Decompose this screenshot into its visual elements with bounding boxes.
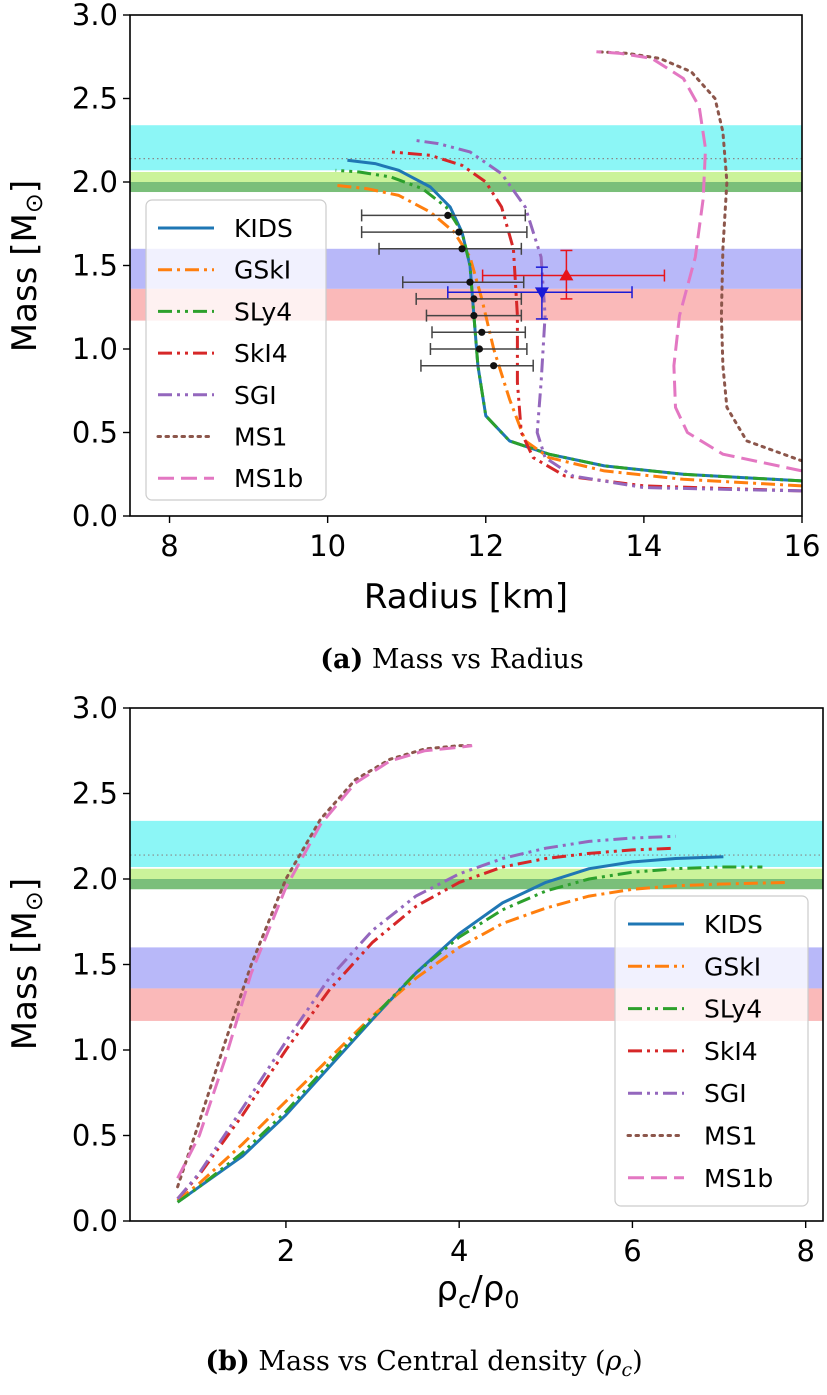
x-tick-label: 12 <box>467 529 504 563</box>
legend-label-kids: KIDS <box>234 214 293 243</box>
legend-label-gski: GSkI <box>704 952 761 981</box>
y-tick-label: 2.5 <box>72 82 118 116</box>
band-2 <box>130 182 802 193</box>
panel-b-legend: KIDS GSkI SLy4 SkI4 SGI MS1 MS1b <box>614 895 809 1207</box>
y-tick-label: 1.0 <box>72 1033 118 1067</box>
panel-b-legend-box <box>614 895 809 1207</box>
series-line-ski4 <box>390 150 802 493</box>
band-0 <box>130 820 823 868</box>
caption-a: (a) Mass vs Radius <box>320 644 584 675</box>
observation-point <box>458 245 466 253</box>
observation-point <box>490 362 498 370</box>
legend-label-kids: KIDS <box>704 910 763 939</box>
series-line-sly4 <box>335 168 802 483</box>
legend-label-sly4: SLy4 <box>704 995 762 1024</box>
panel-a-y-ticks: 0.0 0.5 1.0 1.5 2.0 2.5 3.0 <box>72 0 130 533</box>
series-line-ms1b <box>596 50 802 473</box>
x-tick-label: 4 <box>450 1234 468 1268</box>
x-tick-label: 2 <box>277 1234 295 1268</box>
y-tick-label: 1.5 <box>72 249 118 283</box>
legend-label-ski4: SkI4 <box>704 1037 758 1066</box>
observation-errorbar <box>415 292 523 305</box>
legend-label-ms1b: MS1b <box>234 464 303 493</box>
series-line-gski <box>335 183 802 488</box>
band-2 <box>130 879 823 890</box>
blue-errorbar <box>447 266 633 320</box>
observation-point <box>475 345 484 353</box>
observation-point <box>455 228 463 236</box>
x-tick-label: 10 <box>309 529 346 563</box>
y-tick-label: 2.0 <box>72 862 118 896</box>
observation-point <box>478 328 486 336</box>
observation-point <box>470 312 478 320</box>
band-0 <box>130 125 802 171</box>
legend-label-ms1: MS1 <box>234 423 287 452</box>
panel-a-errorbars <box>360 209 666 372</box>
y-tick-label: 1.0 <box>72 332 118 366</box>
panel-b-xlabel: ρc/ρ0 <box>436 1269 519 1314</box>
x-tick-label: 8 <box>160 529 178 563</box>
series-line-gski <box>176 880 789 1202</box>
observation-errorbar <box>360 209 527 222</box>
panel-b-y-ticks: 0.0 0.5 1.0 1.5 2.0 2.5 3.0 <box>72 691 130 1238</box>
y-tick-label: 2.5 <box>72 777 118 811</box>
panel-b-x-ticks: 2 4 6 8 <box>277 1221 815 1268</box>
panel-a-legend-box <box>145 199 327 501</box>
legend-label-sgi: SGI <box>704 1079 747 1108</box>
panel-a-x-ticks: 8 10 12 14 16 <box>160 516 820 563</box>
observation-point <box>466 278 474 286</box>
observation-errorbar <box>431 326 527 339</box>
series-line-sgi <box>176 834 676 1200</box>
y-tick-label: 2.0 <box>72 165 118 199</box>
panel-b-mass-vs-density: 2 4 6 8 0.0 0.5 1.0 1.5 2.0 2.5 3.0 KIDS GSkI SLy4 S… <box>5 691 824 1381</box>
band-1 <box>130 868 823 879</box>
observation-errorbar <box>420 359 534 372</box>
legend-label-ski4: SkI4 <box>234 339 288 368</box>
x-tick-label: 16 <box>784 529 821 563</box>
panel-a-legend: KIDS GSkI SLy4 SkI4 SGI MS1 MS1b <box>145 199 327 501</box>
observation-errorbar <box>429 343 528 355</box>
legend-label-sly4: SLy4 <box>234 297 292 326</box>
y-tick-label: 0.5 <box>72 1119 118 1153</box>
panel-b-lines <box>176 744 789 1204</box>
observation-point <box>470 295 478 303</box>
series-line-sgi <box>414 138 802 493</box>
legend-label-ms1b: MS1b <box>704 1164 773 1193</box>
y-tick-label: 1.5 <box>72 948 118 982</box>
observation-errorbar <box>378 242 523 255</box>
y-tick-label: 3.0 <box>72 0 118 32</box>
panel-a-mass-vs-radius: 8 10 12 14 16 0.0 0.5 1.0 1.5 2.0 2.5 3.0 KIDS GSkI… <box>5 0 820 675</box>
blue-errorbar-marker <box>534 287 549 300</box>
y-tick-label: 0.0 <box>72 499 118 533</box>
series-line-sly4 <box>176 865 763 1204</box>
legend-label-ms1: MS1 <box>704 1122 757 1151</box>
y-tick-label: 0.5 <box>72 416 118 450</box>
legend-label-sgi: SGI <box>234 381 277 410</box>
y-tick-label: 0.0 <box>72 1204 118 1238</box>
x-tick-label: 6 <box>623 1234 641 1268</box>
series-line-ski4 <box>176 846 676 1200</box>
panel-a-xlabel: Radius [km] <box>364 577 568 617</box>
observation-errorbar <box>360 226 528 239</box>
observation-point <box>444 211 452 219</box>
series-line-ms1b <box>176 744 473 1179</box>
observation-errorbar <box>425 309 523 322</box>
red-errorbar-marker <box>559 268 574 281</box>
panel-b-ylabel: Mass [M⊙] <box>5 878 48 1050</box>
series-line-ms1 <box>594 50 802 463</box>
legend-label-gski: GSkI <box>234 256 291 285</box>
caption-b: (b) Mass vs Central density (ρc) <box>205 1346 642 1381</box>
red-errorbar <box>481 249 666 300</box>
x-tick-label: 14 <box>625 529 662 563</box>
panel-a-ylabel: Mass [M⊙] <box>5 180 48 352</box>
x-tick-label: 8 <box>796 1234 814 1268</box>
band-1 <box>130 171 802 182</box>
y-tick-label: 3.0 <box>72 691 118 725</box>
series-line-ms1 <box>176 744 474 1189</box>
observation-errorbar <box>402 276 525 289</box>
